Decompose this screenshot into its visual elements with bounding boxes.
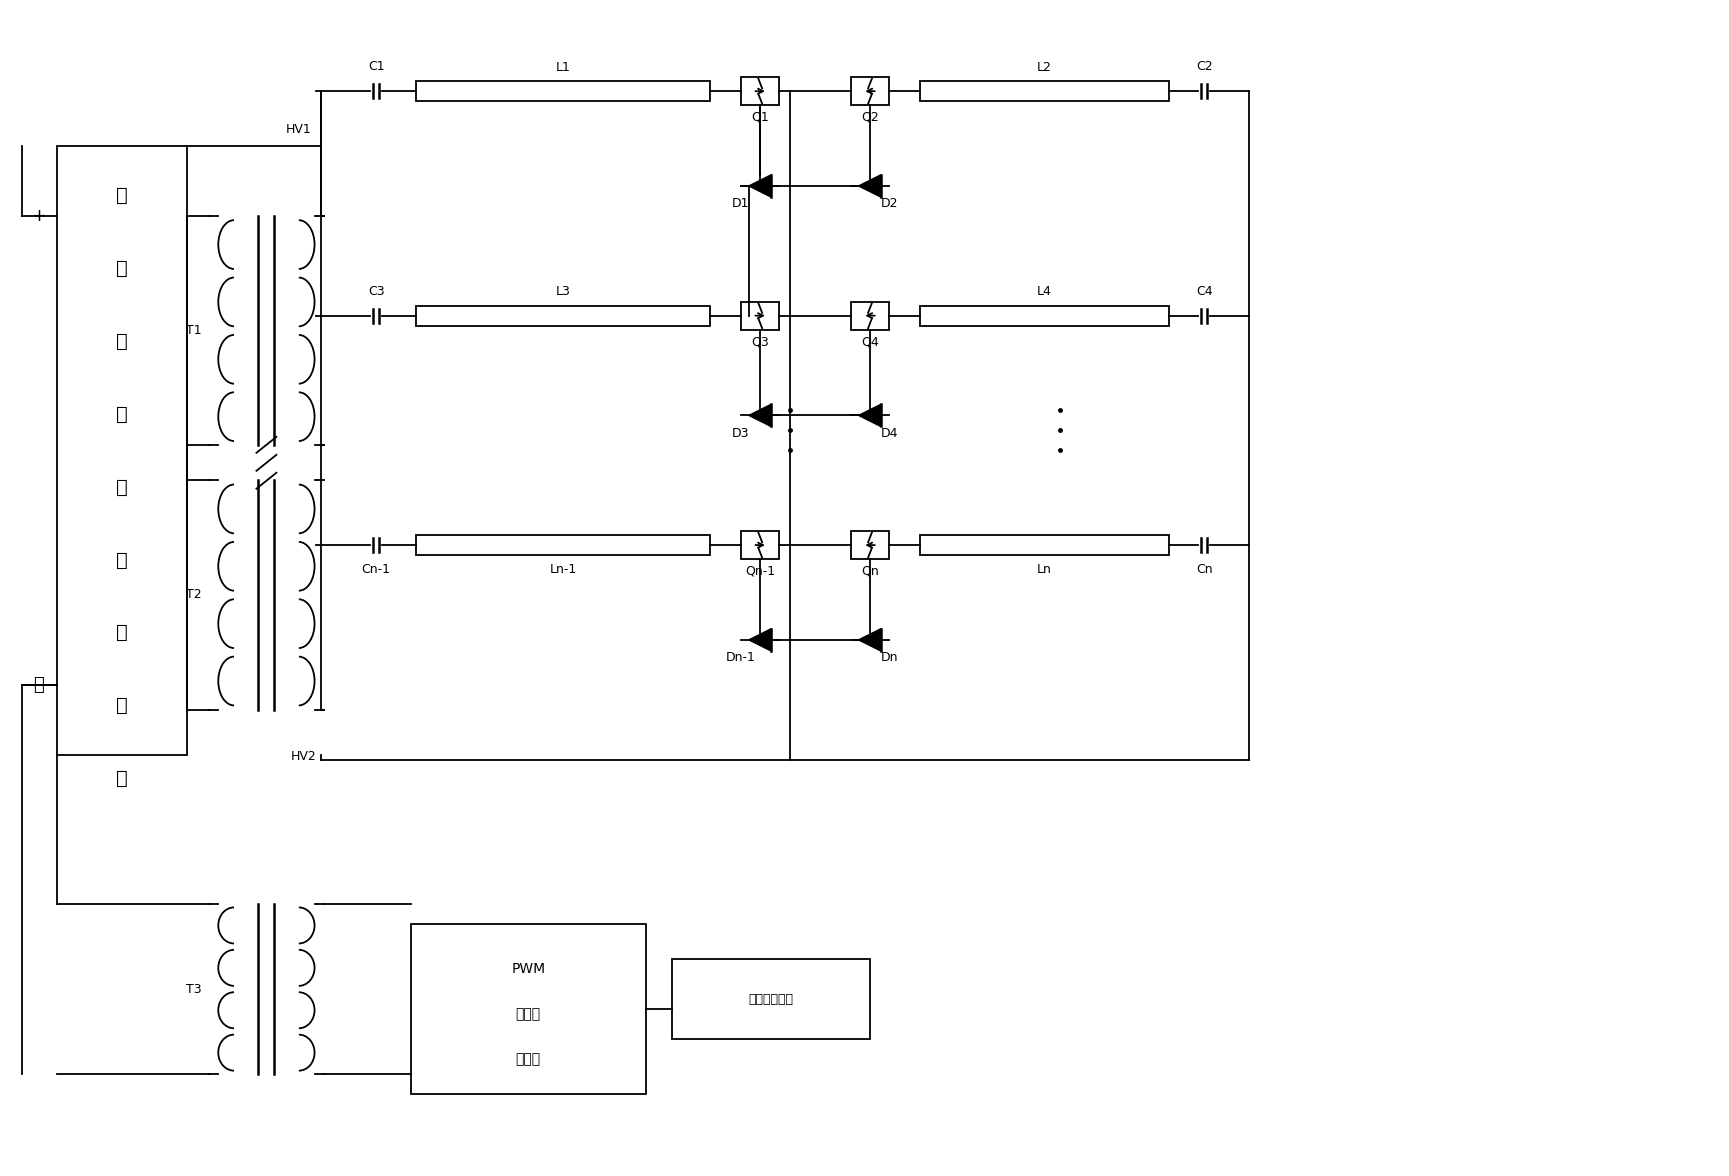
Text: L2: L2 [1037,61,1051,74]
Text: Dn-1: Dn-1 [726,652,756,664]
Polygon shape [749,629,771,650]
Text: L3: L3 [555,286,571,299]
Bar [742,532,780,559]
Text: Q4: Q4 [861,335,878,348]
Bar [673,960,870,1038]
Text: D4: D4 [882,427,899,440]
Text: Qn: Qn [861,564,878,577]
Bar [920,81,1169,101]
Text: HV1: HV1 [285,123,311,136]
Bar [742,78,780,105]
Text: 驱动控: 驱动控 [515,1007,541,1021]
Text: D1: D1 [731,198,749,211]
Text: 制电路: 制电路 [515,1051,541,1065]
Text: T2: T2 [187,588,202,601]
Polygon shape [859,175,882,196]
Text: C3: C3 [368,285,384,298]
Text: C1: C1 [368,60,384,73]
Bar [412,924,645,1094]
Bar [851,78,889,105]
Text: Ln-1: Ln-1 [550,562,577,575]
Text: T1: T1 [187,325,202,338]
Text: Q2: Q2 [861,111,878,123]
Text: L1: L1 [555,61,571,74]
Text: C2: C2 [1196,60,1212,73]
Text: D2: D2 [882,198,899,211]
Text: HV2: HV2 [290,749,316,762]
Text: Qn-1: Qn-1 [745,564,775,577]
Text: 交: 交 [116,405,128,423]
Text: 直: 直 [116,187,128,206]
Text: D3: D3 [731,427,749,440]
Text: T3: T3 [187,983,202,996]
Text: 路: 路 [116,769,128,788]
Text: Dn: Dn [882,652,899,664]
Text: Q3: Q3 [752,335,769,348]
Polygon shape [749,175,771,196]
Bar [417,535,711,555]
Text: Ln: Ln [1037,562,1051,575]
Text: +: + [31,207,47,225]
Text: Q1: Q1 [752,111,769,123]
Polygon shape [859,629,882,650]
Bar [851,532,889,559]
Bar [417,81,711,101]
Text: 转: 转 [116,550,128,569]
Polygon shape [859,405,882,427]
Text: 电流反馈电路: 电流反馈电路 [749,993,794,1005]
Text: PWM: PWM [512,962,545,976]
Text: L4: L4 [1037,286,1051,299]
Bar [742,302,780,329]
Text: C4: C4 [1196,285,1212,298]
Bar [920,306,1169,326]
Bar [417,306,711,326]
Text: 流: 流 [116,477,128,496]
Text: 一: 一 [33,676,45,694]
Text: 电: 电 [116,696,128,715]
Text: Cn-1: Cn-1 [361,563,391,576]
Polygon shape [749,405,771,427]
Text: Cn: Cn [1196,563,1212,576]
Bar [851,302,889,329]
Text: 流: 流 [116,259,128,279]
Bar [57,146,187,755]
Text: 一: 一 [116,332,128,352]
Bar [920,535,1169,555]
Text: 换: 换 [116,623,128,642]
